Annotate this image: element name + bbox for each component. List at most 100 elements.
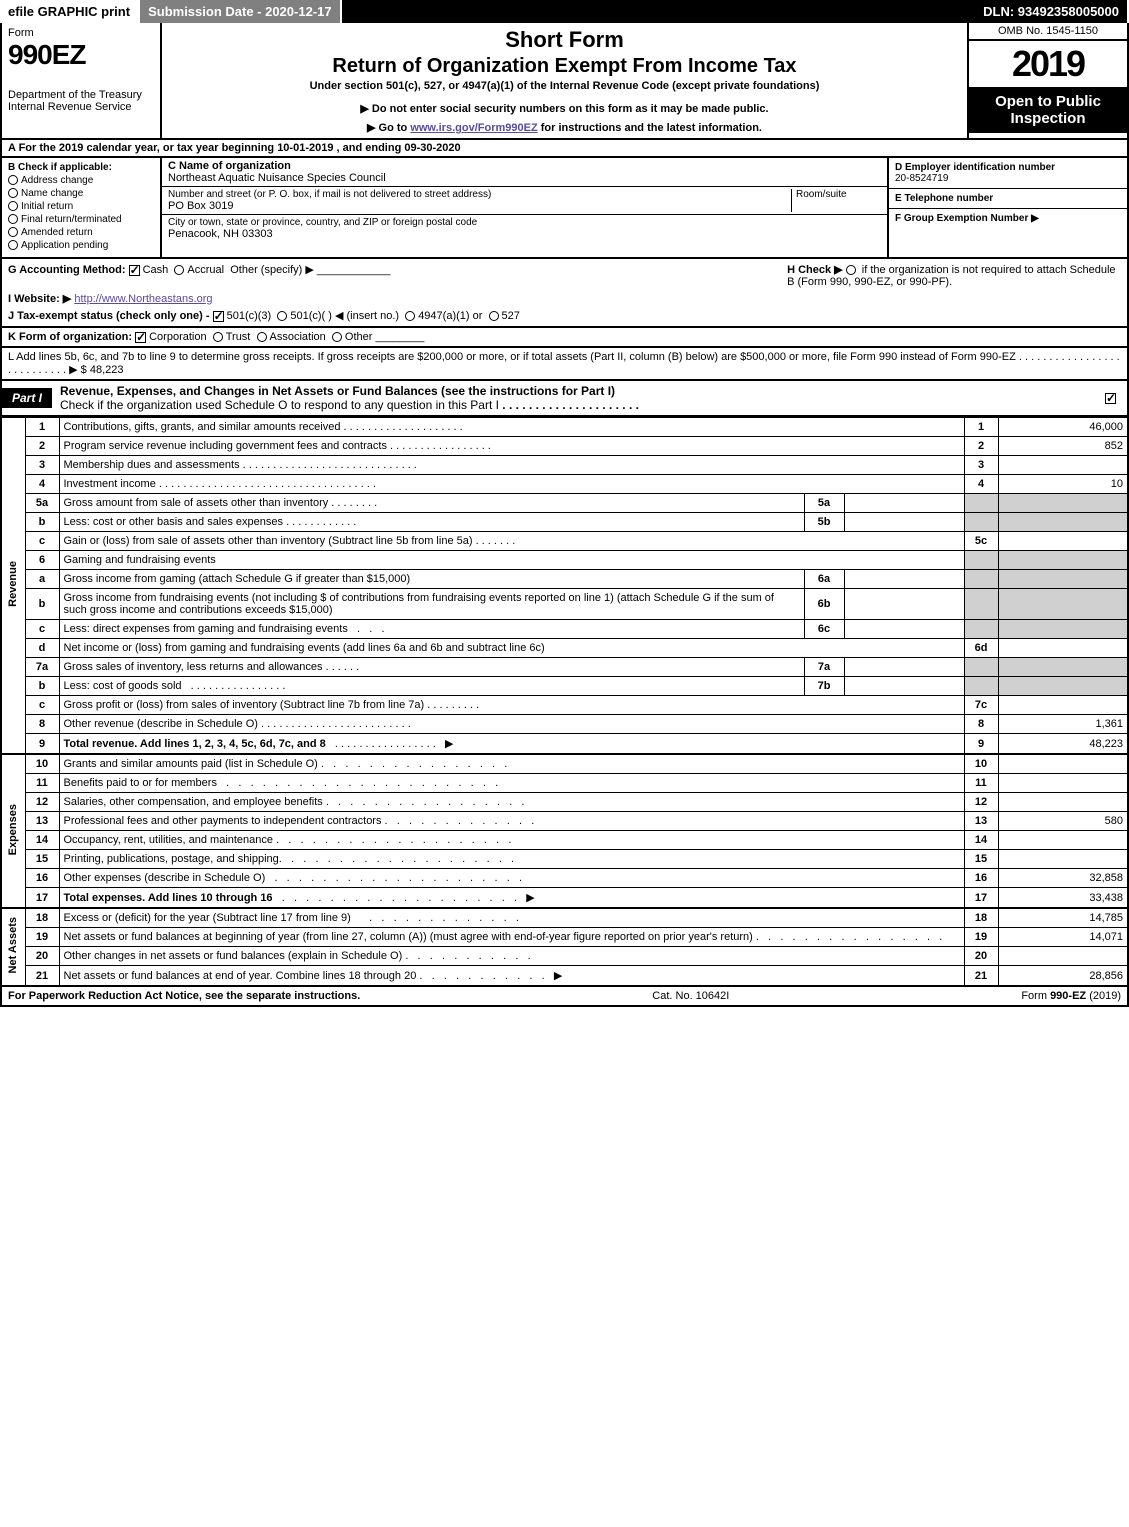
chk-501c3[interactable] [213, 311, 224, 322]
col-b: B Check if applicable: Address change Na… [2, 158, 162, 257]
line-11: 11 Benefits paid to or for members . . .… [1, 774, 1128, 793]
h-label: H Check ▶ [787, 264, 843, 276]
line-7b: b Less: cost of goods sold . . . . . . .… [1, 677, 1128, 696]
ssn-warning: ▶ Do not enter social security numbers o… [168, 102, 961, 115]
top-bar: efile GRAPHIC print Submission Date - 20… [0, 0, 1129, 23]
j-label: J Tax-exempt status (check only one) - [8, 310, 210, 322]
chk-final-return[interactable]: Final return/terminated [8, 214, 154, 225]
f-group: F Group Exemption Number ▶ [889, 209, 1127, 228]
line-15: 15 Printing, publications, postage, and … [1, 850, 1128, 869]
goto-pre: ▶ Go to [367, 122, 410, 134]
chk-accrual[interactable] [174, 265, 184, 275]
line-6a: a Gross income from gaming (attach Sched… [1, 570, 1128, 589]
line-18: Net Assets 18 Excess or (deficit) for th… [1, 908, 1128, 928]
line-10: Expenses 10 Grants and similar amounts p… [1, 754, 1128, 774]
chk-other[interactable] [332, 332, 342, 342]
line-6: 6 Gaming and fundraising events [1, 551, 1128, 570]
line-3: 3 Membership dues and assessments . . . … [1, 456, 1128, 475]
goto-line: ▶ Go to www.irs.gov/Form990EZ for instru… [168, 121, 961, 134]
header-right: OMB No. 1545-1150 2019 Open to Public In… [967, 23, 1127, 138]
tax-year: 2019 [969, 41, 1127, 87]
section-bcdef: B Check if applicable: Address change Na… [0, 158, 1129, 259]
g-label: G Accounting Method: [8, 264, 126, 276]
line-2: 2 Program service revenue including gove… [1, 437, 1128, 456]
under-section: Under section 501(c), 527, or 4947(a)(1)… [168, 80, 961, 92]
c-city-row: City or town, state or province, country… [162, 215, 887, 242]
c-name-row: C Name of organization Northeast Aquatic… [162, 158, 887, 187]
l-amount: 48,223 [90, 364, 124, 376]
chk-name-change[interactable]: Name change [8, 188, 154, 199]
i-row: I Website: ▶ http://www.Northeastans.org [8, 292, 1121, 305]
efile-label[interactable]: efile GRAPHIC print [0, 0, 140, 23]
chk-cash[interactable] [129, 265, 140, 276]
chk-4947[interactable] [405, 311, 415, 321]
line-13: 13 Professional fees and other payments … [1, 812, 1128, 831]
goto-post: for instructions and the latest informat… [538, 122, 762, 134]
footer-mid: Cat. No. 10642I [652, 990, 729, 1002]
g-row: G Accounting Method: Cash Accrual Other … [8, 263, 787, 288]
h-row: H Check ▶ if the organization is not req… [787, 263, 1121, 288]
chk-501c[interactable] [277, 311, 287, 321]
website-link[interactable]: http://www.Northeastans.org [74, 293, 212, 305]
chk-trust[interactable] [213, 332, 223, 342]
chk-527[interactable] [489, 311, 499, 321]
line-4: 4 Investment income . . . . . . . . . . … [1, 475, 1128, 494]
chk-address-change[interactable]: Address change [8, 175, 154, 186]
line-5b: b Less: cost or other basis and sales ex… [1, 513, 1128, 532]
form-word: Form [8, 27, 154, 39]
irs: Internal Revenue Service [8, 101, 154, 113]
section-l: L Add lines 5b, 6c, and 7b to line 9 to … [0, 348, 1129, 381]
line-6b: b Gross income from fundraising events (… [1, 589, 1128, 620]
line-5c: c Gain or (loss) from sale of assets oth… [1, 532, 1128, 551]
line-8: 8 Other revenue (describe in Schedule O)… [1, 715, 1128, 734]
return-title: Return of Organization Exempt From Incom… [168, 55, 961, 78]
l-arrow: ▶ $ [69, 364, 87, 376]
c-city-value: Penacook, NH 03303 [168, 228, 881, 240]
revenue-side: Revenue [1, 418, 25, 755]
line-7a: 7a Gross sales of inventory, less return… [1, 658, 1128, 677]
part1-title: Revenue, Expenses, and Changes in Net As… [52, 381, 1097, 415]
part1-header: Part I Revenue, Expenses, and Changes in… [0, 381, 1129, 417]
j-row: J Tax-exempt status (check only one) - 5… [8, 309, 1121, 322]
line-21: 21 Net assets or fund balances at end of… [1, 966, 1128, 987]
section-ghij: G Accounting Method: Cash Accrual Other … [0, 259, 1129, 328]
i-label: I Website: ▶ [8, 293, 71, 305]
footer-left: For Paperwork Reduction Act Notice, see … [8, 990, 360, 1002]
e-phone: E Telephone number [889, 189, 1127, 209]
col-c: C Name of organization Northeast Aquatic… [162, 158, 887, 257]
col-def: D Employer identification number 20-8524… [887, 158, 1127, 257]
row-a-tax-year: A For the 2019 calendar year, or tax yea… [0, 140, 1129, 158]
goto-link[interactable]: www.irs.gov/Form990EZ [410, 122, 537, 134]
dln: DLN: 93492358005000 [975, 0, 1129, 23]
footer: For Paperwork Reduction Act Notice, see … [0, 987, 1129, 1007]
c-city-label: City or town, state or province, country… [168, 217, 881, 228]
footer-right: Form 990-EZ (2019) [1021, 990, 1121, 1002]
d-label: D Employer identification number [895, 162, 1121, 173]
department: Department of the Treasury [8, 89, 154, 101]
chk-h[interactable] [846, 265, 856, 275]
line-16: 16 Other expenses (describe in Schedule … [1, 869, 1128, 888]
l-text: L Add lines 5b, 6c, and 7b to line 9 to … [8, 351, 1016, 363]
chk-scheduleO[interactable] [1105, 393, 1116, 404]
line-20: 20 Other changes in net assets or fund b… [1, 947, 1128, 966]
line-19: 19 Net assets or fund balances at beginn… [1, 928, 1128, 947]
chk-initial-return[interactable]: Initial return [8, 201, 154, 212]
c-street-label: Number and street (or P. O. box, if mail… [168, 189, 791, 200]
c-name-label: C Name of organization [168, 160, 881, 172]
submission-date: Submission Date - 2020-12-17 [140, 0, 342, 23]
expenses-side: Expenses [1, 754, 25, 908]
chk-application-pending[interactable]: Application pending [8, 240, 154, 251]
chk-amended-return[interactable]: Amended return [8, 227, 154, 238]
line-12: 12 Salaries, other compensation, and emp… [1, 793, 1128, 812]
c-room-label: Room/suite [791, 189, 881, 212]
line-17: 17 Total expenses. Add lines 10 through … [1, 888, 1128, 909]
netassets-side: Net Assets [1, 908, 25, 986]
chk-assoc[interactable] [257, 332, 267, 342]
d-value: 20-8524719 [895, 173, 1121, 184]
chk-corp[interactable] [135, 332, 146, 343]
section-k: K Form of organization: Corporation Trus… [0, 328, 1129, 348]
form-header: Form 990EZ Department of the Treasury In… [0, 23, 1129, 140]
d-ein: D Employer identification number 20-8524… [889, 158, 1127, 189]
line-14: 14 Occupancy, rent, utilities, and maint… [1, 831, 1128, 850]
omb-number: OMB No. 1545-1150 [969, 23, 1127, 41]
